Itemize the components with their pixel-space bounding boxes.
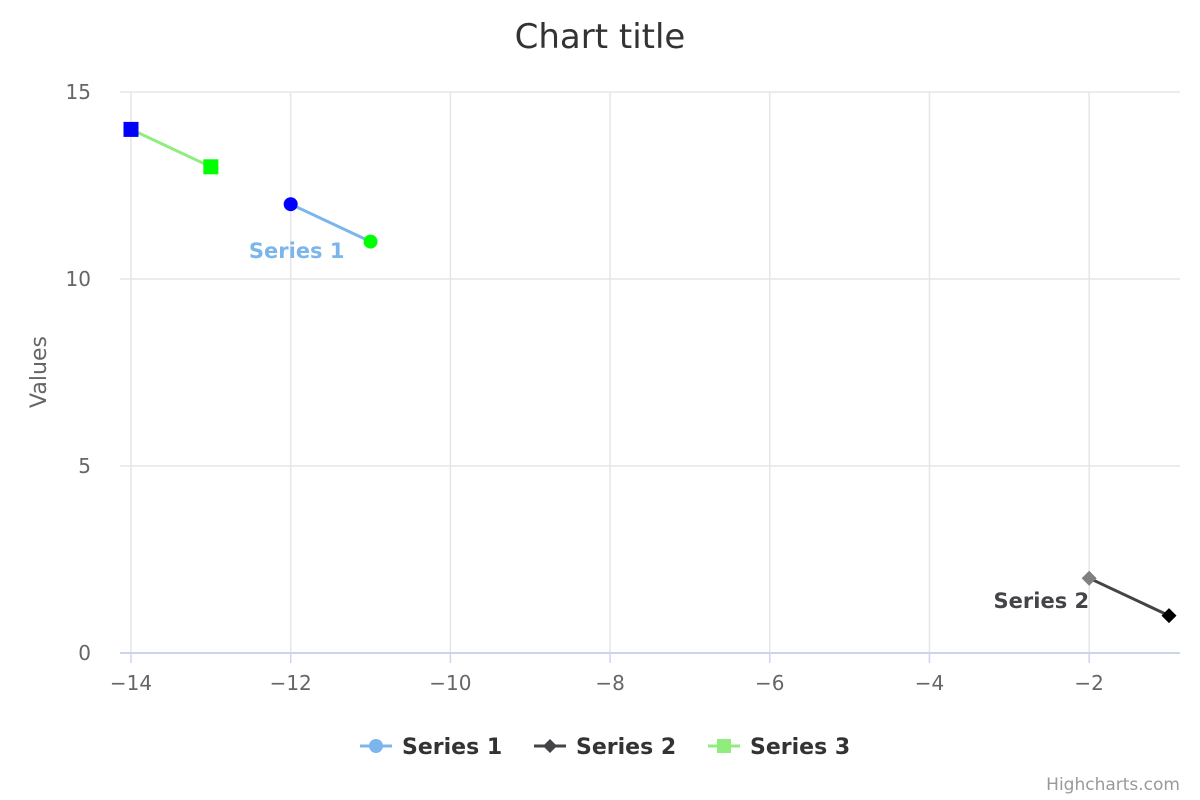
legend-label: Series 2 (576, 735, 676, 760)
legend-marker (543, 739, 557, 753)
x-tick-label: −12 (270, 671, 312, 695)
legend-item-series-1[interactable]: Series 1 (360, 735, 502, 760)
credits-link[interactable]: Highcharts.com (1046, 775, 1180, 795)
plot-area: Series 1 Series 2 (123, 121, 1177, 624)
chart-title: Chart title (515, 17, 686, 57)
series-3 (123, 121, 219, 175)
x-tick-label: −10 (429, 671, 471, 695)
legend-label: Series 1 (402, 735, 502, 760)
y-tick-label: 15 (66, 80, 91, 104)
series-line (130, 128, 212, 169)
x-tick-label: −6 (755, 671, 784, 695)
x-tick-label: −8 (595, 671, 624, 695)
series-2: Series 2 (994, 570, 1177, 624)
series-data-label: Series 1 (249, 239, 345, 263)
grid (120, 91, 1180, 653)
series-1: Series 1 (249, 197, 378, 263)
series-line (290, 202, 372, 243)
series-data-label: Series 2 (994, 589, 1090, 613)
series-line (1088, 576, 1170, 617)
data-point (1081, 570, 1097, 586)
axes: 0 5 10 15 −14 −12 −10 −8 −6 −4 −2 (66, 80, 1180, 695)
legend: Series 1 Series 2 Series 3 (360, 735, 850, 760)
legend-marker (717, 739, 731, 753)
legend-label: Series 3 (750, 735, 850, 760)
y-axis-title: Values (27, 336, 52, 408)
x-tick-label: −2 (1074, 671, 1103, 695)
y-tick-label: 5 (78, 454, 91, 478)
data-point (363, 234, 378, 249)
data-point (203, 159, 219, 175)
legend-item-series-2[interactable]: Series 2 (534, 735, 676, 760)
x-tick-label: −4 (915, 671, 944, 695)
y-tick-label: 10 (66, 267, 91, 291)
data-point (123, 121, 139, 137)
x-tick-label: −14 (110, 671, 152, 695)
data-point (1161, 608, 1177, 624)
y-tick-label: 0 (78, 641, 91, 665)
legend-item-series-3[interactable]: Series 3 (708, 735, 850, 760)
legend-marker (369, 739, 383, 753)
data-point (283, 197, 298, 212)
